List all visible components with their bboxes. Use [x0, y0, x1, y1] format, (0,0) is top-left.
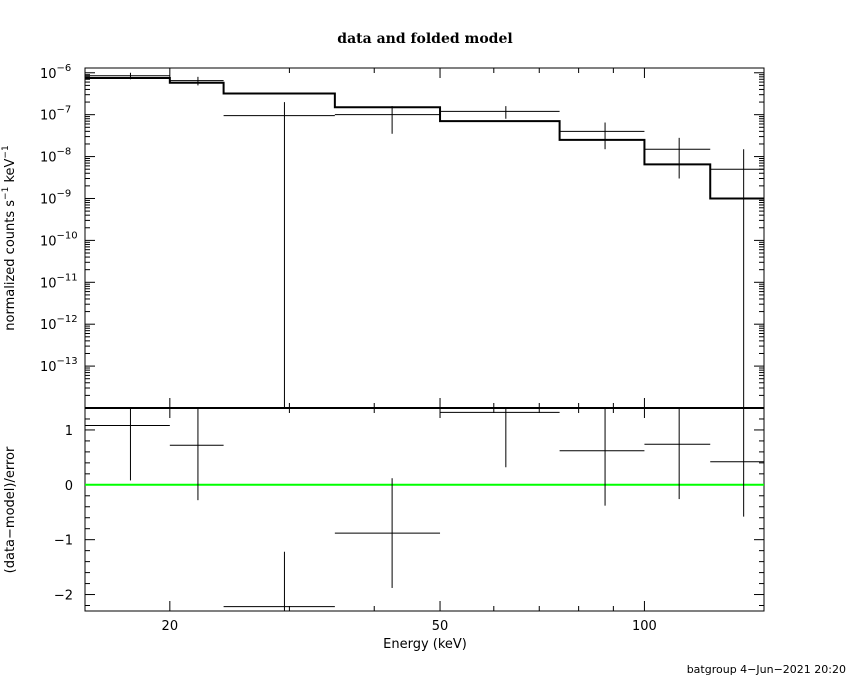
y-tick-label: 10−12 — [40, 314, 78, 333]
footer-text: batgroup 4−Jun−2021 20:20 — [687, 663, 846, 676]
top-panel-frame — [84, 67, 765, 409]
y-tick-label: 10−9 — [40, 188, 71, 207]
y-tick-label: 10−7 — [40, 105, 71, 124]
x-tick-label: 20 — [162, 619, 179, 634]
top-panel-data — [85, 72, 764, 408]
bottom-panel-frame — [84, 407, 765, 612]
chart-title: data and folded model — [337, 31, 512, 47]
y-tick-label: 10−8 — [40, 147, 71, 166]
y-tick-label: 10−6 — [40, 63, 71, 82]
x-axis-label: Energy (keV) — [383, 637, 467, 652]
top-panel-axes: 10−6 10−7 10−8 10−9 10−10 10−11 10−12 10−13 — [40, 63, 764, 408]
y-tick-label: −1 — [54, 534, 73, 549]
top-panel-model — [85, 77, 764, 200]
y-tick-label: 10−11 — [40, 272, 78, 291]
x-tick-label: 50 — [432, 619, 449, 634]
y-tick-label: 1 — [65, 424, 73, 439]
y-tick-label: 0 — [65, 479, 73, 494]
bottom-panel-residuals — [85, 408, 764, 611]
y-tick-label: 10−13 — [40, 356, 78, 375]
y-tick-label: 10−10 — [40, 230, 78, 249]
top-ylabel: normalized counts s−1 keV−1 — [1, 145, 18, 330]
y-tick-label: −2 — [54, 589, 73, 604]
model-step-line — [85, 77, 764, 200]
bottom-ylabel: (data−model)/error — [3, 446, 18, 573]
bottom-panel-axes: 1 0 −1 −2 20 50 100 — [54, 407, 764, 634]
x-tick-label: 100 — [632, 619, 657, 634]
